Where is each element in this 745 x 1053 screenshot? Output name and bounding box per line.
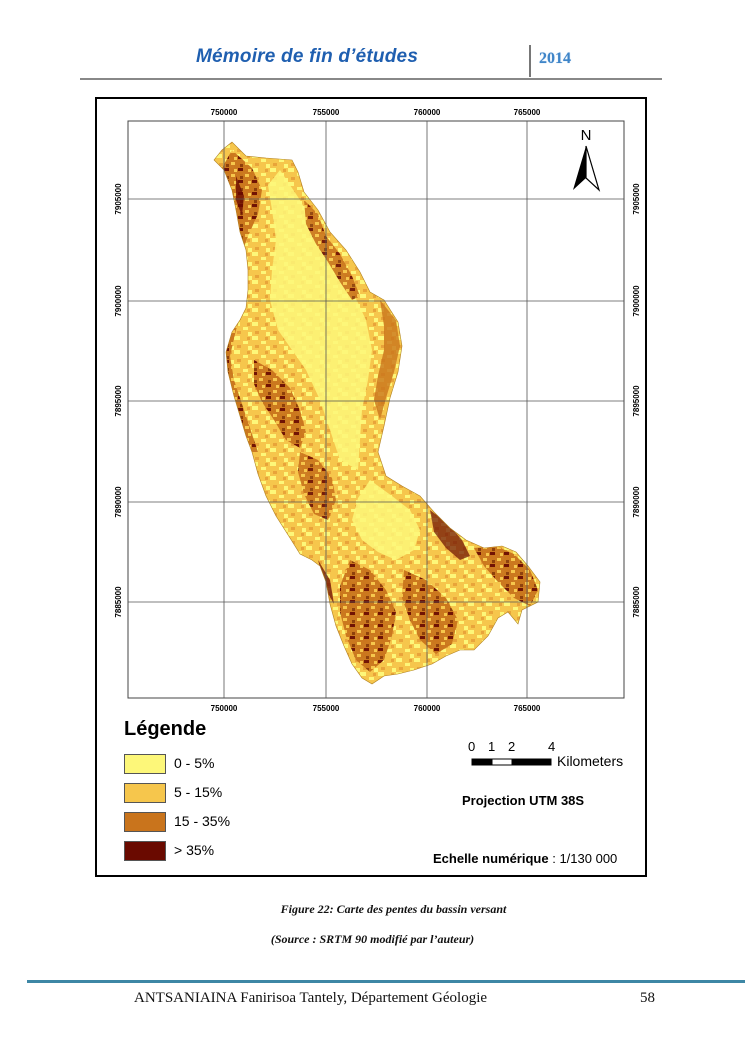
grid-label-right-1: 7905000 bbox=[632, 183, 641, 215]
grid-label-top-3: 760000 bbox=[414, 108, 441, 117]
legend-swatch bbox=[124, 754, 166, 774]
north-label: N bbox=[581, 127, 592, 144]
grid-label-bottom-4: 765000 bbox=[514, 704, 541, 713]
header-rule bbox=[80, 78, 662, 80]
legend-title: Légende bbox=[124, 718, 207, 740]
header-separator bbox=[529, 45, 531, 77]
figure-caption: Figure 22: Carte des pentes du bassin ve… bbox=[280, 902, 507, 916]
grid-label-right-2: 7900000 bbox=[632, 285, 641, 317]
scale-unit-label: Kilometers bbox=[557, 753, 624, 769]
projection-label: Projection UTM 38S bbox=[462, 793, 585, 808]
legend-swatch bbox=[124, 783, 166, 803]
numeric-scale-value: : 1/130 000 bbox=[552, 851, 618, 866]
numeric-scale-label: Echelle numérique bbox=[433, 851, 549, 866]
document-header-year: 2014 bbox=[539, 50, 571, 67]
scale-tick-label: 2 bbox=[508, 739, 516, 754]
legend-label: 15 - 35% bbox=[174, 813, 231, 829]
grid-label-top-1: 750000 bbox=[211, 108, 238, 117]
legend-label: 5 - 15% bbox=[174, 784, 223, 800]
grid-label-bottom-1: 750000 bbox=[211, 704, 238, 713]
grid-label-bottom-3: 760000 bbox=[414, 704, 441, 713]
document-header-title: Mémoire de fin d’études bbox=[196, 46, 419, 67]
grid-label-left-2: 7900000 bbox=[114, 285, 123, 317]
legend-swatch bbox=[124, 841, 166, 861]
grid-label-left-1: 7905000 bbox=[114, 183, 123, 215]
scale-tick-label: 0 bbox=[468, 739, 476, 754]
footer-author: ANTSANIAINA Fanirisoa Tantely, Départeme… bbox=[134, 990, 488, 1006]
north-arrow-icon: N bbox=[573, 127, 601, 192]
grid-label-bottom-2: 755000 bbox=[313, 704, 340, 713]
legend-label: 0 - 5% bbox=[174, 755, 215, 771]
legend-label: > 35% bbox=[174, 842, 215, 858]
grid-label-left-5: 7885000 bbox=[114, 586, 123, 618]
legend-swatch bbox=[124, 812, 166, 832]
map-graticule bbox=[128, 121, 624, 698]
grid-label-right-4: 7890000 bbox=[632, 486, 641, 518]
grid-label-left-4: 7890000 bbox=[114, 486, 123, 518]
grid-label-right-5: 7885000 bbox=[632, 586, 641, 618]
figure-source: (Source : SRTM 90 modifié par l’auteur) bbox=[270, 932, 475, 946]
watershed-outline bbox=[213, 141, 541, 685]
grid-label-right-3: 7895000 bbox=[632, 385, 641, 417]
grid-label-left-3: 7895000 bbox=[114, 385, 123, 417]
footer-rule bbox=[27, 980, 745, 983]
scale-bar bbox=[471, 758, 552, 766]
grid-label-top-2: 755000 bbox=[313, 108, 340, 117]
scale-tick-label: 1 bbox=[488, 739, 496, 754]
grid-label-top-4: 765000 bbox=[514, 108, 541, 117]
page-number: 58 bbox=[640, 990, 655, 1006]
numeric-scale: Echelle numérique : 1/130 000 bbox=[433, 851, 617, 866]
scale-tick-label: 4 bbox=[548, 739, 556, 754]
